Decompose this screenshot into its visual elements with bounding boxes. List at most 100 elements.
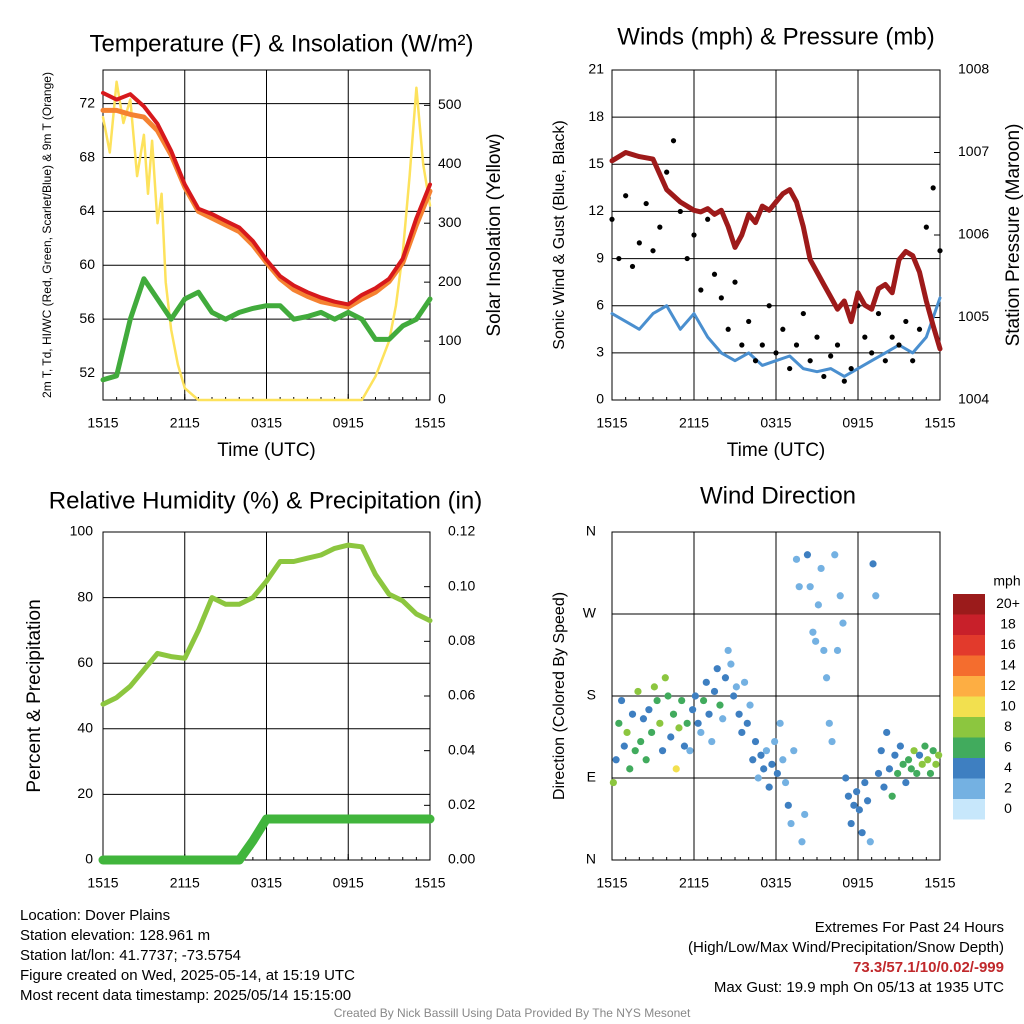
x-tick-label: 0915 (333, 415, 364, 431)
direction-point (855, 806, 863, 814)
direction-point (757, 751, 765, 759)
y2-tick-label: 0.02 (448, 796, 475, 812)
gust-point (766, 303, 772, 309)
gust-point (848, 365, 854, 372)
direction-point (724, 646, 732, 655)
x-tick-label: 0915 (842, 415, 873, 431)
direction-point (921, 742, 929, 750)
y-tick-label: 0 (85, 851, 93, 867)
direction-point (738, 728, 746, 737)
gust-point (739, 342, 745, 348)
direction-point (872, 592, 880, 600)
station-elevation: Station elevation: 128.961 m (20, 927, 211, 944)
x-tick-label: 1515 (414, 875, 445, 891)
y-tick-label: N (586, 851, 596, 867)
direction-point (924, 756, 932, 764)
gust-point (828, 353, 834, 359)
direction-point (773, 769, 781, 778)
direction-point (656, 719, 664, 727)
y2-tick-label: 100 (438, 332, 462, 348)
direction-point (727, 660, 735, 668)
y2-tick-label: 0.00 (448, 851, 475, 867)
gust-point (759, 342, 765, 348)
y-tick-label: 6 (596, 296, 604, 312)
direction-point (631, 747, 639, 755)
gust-point (793, 342, 800, 348)
direction-point (850, 801, 858, 809)
direction-point (926, 769, 935, 778)
gust-point (807, 358, 813, 364)
x-tick-label: 1515 (924, 415, 955, 431)
direction-point (680, 742, 689, 750)
rh-line (100, 542, 433, 707)
y2-tick-label: 0.04 (448, 741, 475, 757)
max-gust: Max Gust: 19.9 mph On 05/13 at 1935 UTC (713, 979, 1004, 996)
direction-point (894, 769, 902, 778)
extremes-values: 73.3/57.1/10/0.02/-999 (853, 959, 1004, 976)
figure-created: Figure created on Wed, 2025-05-14, at 15… (20, 967, 355, 984)
gust-point (718, 295, 724, 301)
y-tick-label: 52 (79, 364, 95, 380)
x-tick-label: 0315 (760, 415, 791, 431)
gust-point (732, 279, 738, 285)
gust-point (746, 318, 752, 325)
y-tick-label: 18 (588, 108, 604, 124)
x-tick-label: 1515 (87, 875, 118, 891)
direction-point (861, 778, 869, 787)
recent-timestamp: Most recent data timestamp: 2025/05/14 1… (20, 987, 352, 1004)
direction-point (877, 747, 885, 755)
legend-swatch (953, 737, 985, 758)
gust-point (657, 224, 663, 230)
y2-axis-label: Solar Insolation (Yellow) (484, 133, 505, 336)
direction-point (817, 564, 825, 573)
legend-title: mph (993, 573, 1020, 589)
direction-point (702, 678, 710, 686)
x-tick-label: 0915 (333, 875, 364, 891)
direction-point (888, 792, 896, 800)
y-tick-label: 9 (596, 249, 604, 265)
direction-point (806, 583, 814, 591)
direction-point (628, 710, 637, 718)
y-tick-label: 3 (596, 344, 604, 360)
y-tick-label: S (587, 687, 596, 703)
legend-label: 10 (1000, 697, 1016, 713)
direction-point (721, 674, 730, 682)
legend-swatch (953, 717, 985, 738)
direction-point (929, 747, 937, 755)
direction-point (672, 765, 680, 773)
direction-point (735, 710, 743, 718)
gust-point (725, 326, 731, 332)
direction-point (683, 719, 691, 727)
gust-point (896, 342, 902, 348)
x-tick-label: 2115 (679, 415, 709, 431)
y-tick-label: E (587, 769, 596, 785)
y-tick-label: N (586, 523, 596, 539)
legend-label: 20+ (996, 595, 1020, 611)
x-tick-label: 2115 (170, 875, 200, 891)
direction-point (784, 801, 792, 809)
x-tick-label: 2115 (679, 875, 709, 891)
direction-point (661, 674, 669, 682)
y-tick-label: 20 (77, 785, 93, 801)
y-axis-label: Direction (Colored By Speed) (551, 592, 568, 800)
dewpoint-line (100, 276, 433, 383)
extremes-subtitle: (High/Low/Max Wind/Precipitation/Snow De… (688, 939, 1004, 956)
direction-point (896, 742, 904, 750)
legend-label: 18 (1000, 615, 1016, 631)
y-tick-label: 21 (588, 61, 604, 77)
y2-tick-label: 400 (438, 155, 462, 171)
direction-point (713, 665, 721, 673)
direction-point (708, 737, 716, 746)
legend-swatch (953, 614, 985, 635)
y-tick-label: 60 (79, 256, 95, 272)
gust-point (691, 232, 697, 238)
y-tick-label: 72 (79, 94, 95, 110)
legend-label: 8 (1004, 718, 1012, 734)
direction-point (790, 747, 798, 755)
direction-point (844, 792, 853, 800)
direction-point (740, 678, 749, 686)
chart-title: Winds (mph) & Pressure (mb) (617, 23, 934, 50)
legend-swatch (953, 799, 985, 820)
direction-point (899, 760, 907, 768)
